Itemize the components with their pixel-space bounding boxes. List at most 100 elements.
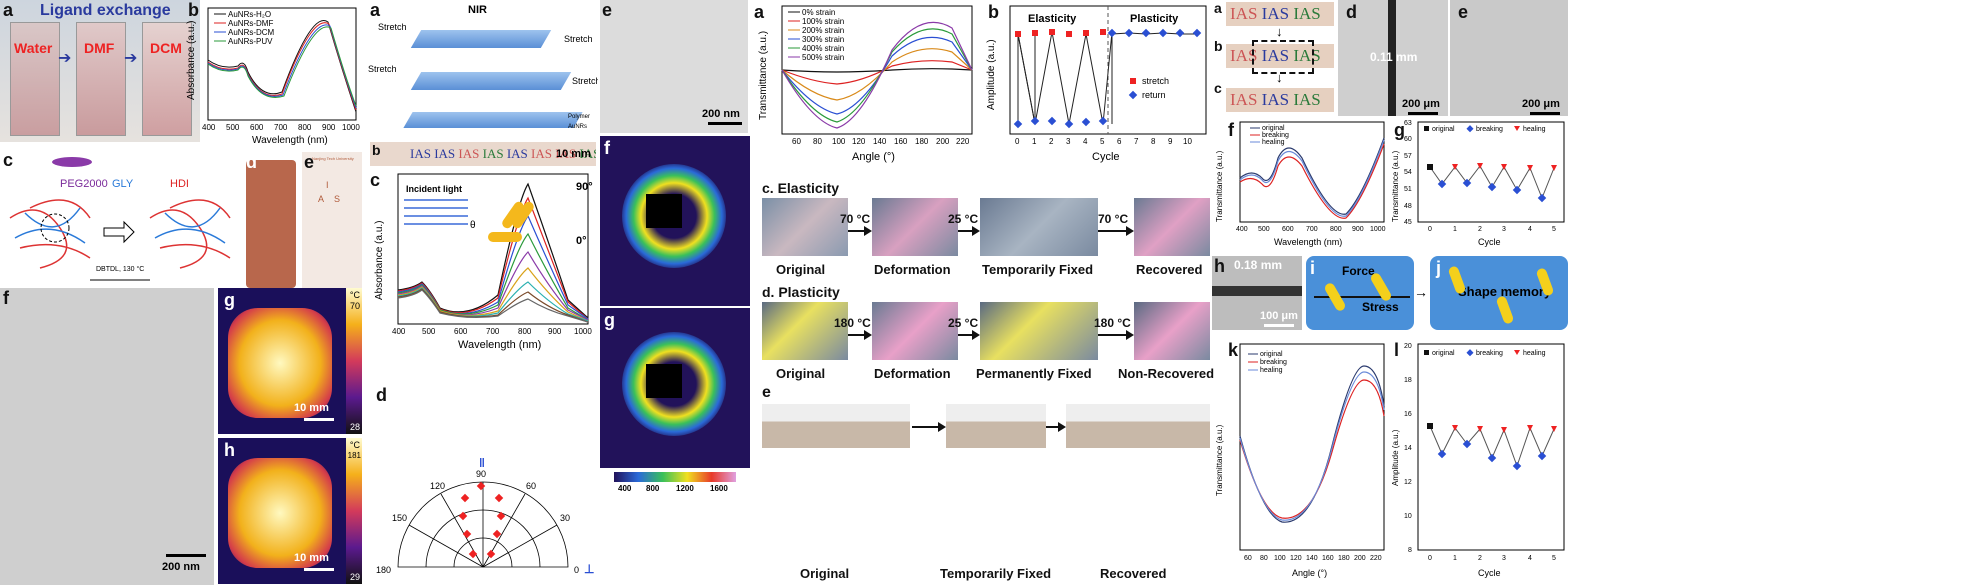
chart-lines (1239, 365, 1385, 523)
scale-bar-label: 10 mm (294, 402, 329, 414)
svg-text:3: 3 (1502, 226, 1506, 233)
x-axis-label: Wavelength (nm) (458, 339, 541, 351)
x-ticks: 60 80 100 120 140 160 180 200 220 (792, 137, 970, 146)
svg-text:220: 220 (956, 137, 970, 146)
y-axis-label: Amplitude (a.u.) (1391, 429, 1400, 486)
y-axis-label: Transmittance (a.u.) (1215, 424, 1224, 496)
legend: AuNRs-H₂O AuNRs-DMF AuNRs-DCM AuNRs-PUV (214, 10, 275, 46)
fig3-panel-b: b Elasticity Plasticity stretch return 0… (980, 0, 1210, 168)
scale-bar-label: 10 mm (556, 148, 591, 160)
step-label: Original (776, 262, 826, 277)
x-ticks: 0 1 2 3 4 5 (1428, 226, 1556, 233)
svg-text:4: 4 (1083, 137, 1088, 146)
x-axis-label: Angle (°) (1292, 568, 1327, 578)
fig1-panel-g: g °C 70 28 10 mm (218, 288, 362, 434)
svg-text:3: 3 (1066, 137, 1071, 146)
svg-text:1: 1 (1453, 555, 1457, 562)
vial-label-water: Water (14, 40, 53, 56)
arrow-icon (103, 220, 135, 244)
stretch-points (1015, 29, 1106, 37)
film-photo (246, 160, 296, 288)
svg-text:0% strain: 0% strain (802, 8, 835, 17)
svg-text:10: 10 (1404, 513, 1412, 520)
svg-text:100: 100 (832, 137, 846, 146)
panel-label: f (604, 138, 610, 158)
svg-text:57: 57 (1404, 153, 1412, 160)
chart-lines (397, 182, 589, 323)
panel-label: i (1310, 258, 1316, 278)
fig4-panel-f: f original breaking healing 400 500 600 70… (1212, 118, 1388, 252)
stretch-label: Stretch (572, 76, 598, 86)
x-tick-label: 400 (202, 123, 216, 132)
svg-text:180: 180 (915, 137, 929, 146)
svg-text:200: 200 (1354, 555, 1366, 562)
step-label: Permanently Fixed (976, 366, 1092, 381)
fig3-panel-a: a 0% strain 100% strain 200% strain 300%… (752, 0, 978, 168)
fig1-panel-a: a Ligand exchange Water DMF DCM ➔ ➔ (0, 0, 200, 142)
photo-original (762, 302, 848, 360)
scale-bar (1264, 324, 1294, 327)
photo-original (762, 198, 848, 256)
svg-text:12: 12 (1404, 479, 1412, 486)
svg-text:2: 2 (1478, 226, 1482, 233)
svg-text:5: 5 (1100, 137, 1105, 146)
fig4-panel-g: g original breaking healing 45 48 51 54 57… (1390, 118, 1568, 252)
healing-points (1452, 163, 1557, 171)
x-axis-label: Cycle (1478, 568, 1501, 578)
arrow-icon (1046, 422, 1066, 432)
scale-bar (1408, 112, 1438, 115)
scale-bar (1530, 112, 1560, 115)
au-nanorods-icon (488, 201, 534, 242)
svg-text:4: 4 (1528, 226, 1532, 233)
force-label: Force (1342, 264, 1375, 278)
network-left (9, 199, 91, 269)
y-axis-label: Transmittance (a.u.) (1215, 150, 1224, 222)
panel-label: j (1436, 258, 1442, 278)
x-ticks: 0 1 2 3 4 5 6 7 8 9 10 (1015, 137, 1192, 146)
polymer-network-diagram (9, 157, 231, 281)
svg-text:healing: healing (1262, 139, 1285, 146)
stretch-label: Stretch (368, 64, 397, 74)
legend: stretch return (1128, 76, 1169, 100)
breaking-points (1437, 178, 1547, 203)
svg-text:60: 60 (1404, 136, 1412, 143)
step-label: Non-Recovered (1118, 366, 1215, 381)
hdi-label: HDI (170, 178, 189, 190)
panel-label: g (604, 310, 615, 330)
svg-text:200: 200 (936, 137, 950, 146)
svg-text:breaking: breaking (1260, 359, 1287, 366)
photo-temp-fixed-ruler (946, 404, 1046, 448)
polarized-absorbance-chart: Incident light θ 90° 0° 400 500 600 700 80… (374, 173, 593, 351)
angle-label: 150 (392, 513, 407, 523)
svg-text:2: 2 (1049, 137, 1054, 146)
svg-text:3: 3 (1502, 555, 1506, 562)
svg-text:healing: healing (1523, 350, 1546, 357)
fig4-panel-j: j Shape memory (1430, 256, 1568, 330)
svg-text:400: 400 (1236, 226, 1248, 233)
svg-text:healing: healing (1523, 126, 1546, 133)
svg-text:breaking: breaking (1476, 126, 1503, 133)
fig1-panel-b: b 400 500 600 700 800 900 1000 Wavelengt… (182, 0, 362, 146)
chart-lines (781, 21, 973, 129)
arrow-icon: ➔ (58, 50, 72, 67)
arrow-icon (848, 226, 872, 236)
scale-bar-label: 100 μm (1260, 310, 1298, 322)
scale-bar (166, 554, 206, 557)
cycle-amplitude-chart: Elasticity Plasticity stretch return 0 1 … (986, 5, 1207, 163)
peg-label: PEG2000 (60, 178, 108, 190)
svg-text:700: 700 (1306, 226, 1318, 233)
svg-text:800: 800 (1330, 226, 1342, 233)
uvvis-chart: 400 500 600 700 800 900 1000 Wavelength … (186, 7, 360, 146)
svg-text:48: 48 (1404, 203, 1412, 210)
scale-bar-label: 200 nm (162, 561, 200, 573)
panel-label: b (188, 0, 199, 20)
arrow-down-icon: ↓ (1276, 70, 1283, 85)
scale-bar-label: 10 mm (294, 552, 329, 564)
svg-text:9: 9 (1168, 137, 1173, 146)
svg-text:60: 60 (1244, 555, 1252, 562)
svg-text:16: 16 (1404, 411, 1412, 418)
svg-text:51: 51 (1404, 186, 1412, 193)
theta-label: θ (470, 220, 476, 231)
photo-temp-fixed (980, 198, 1098, 256)
vial-dcm (142, 22, 192, 136)
